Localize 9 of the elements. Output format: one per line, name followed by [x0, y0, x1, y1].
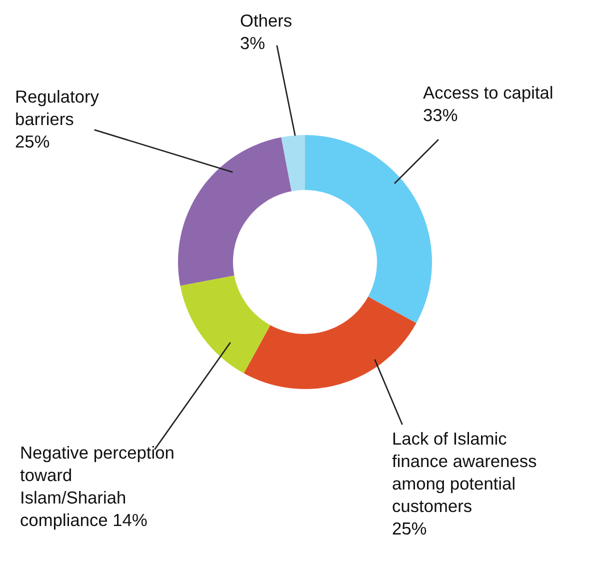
- data-label: 33%: [424, 108, 458, 122]
- slice-label: Negative perception toward Islam/Shariah compliance 14%: [20, 446, 174, 530]
- slice-label: Lack of Islamic finance awareness among potential customers: [392, 432, 536, 512]
- data-label: 25%: [16, 135, 50, 148]
- slice-label: Regulatory barriers: [16, 90, 99, 126]
- data-label: 25%: [392, 522, 426, 535]
- data-label: 3%: [240, 36, 264, 50]
- slice-label: Others: [240, 14, 292, 27]
- slice-label: Access to capital: [423, 86, 552, 102]
